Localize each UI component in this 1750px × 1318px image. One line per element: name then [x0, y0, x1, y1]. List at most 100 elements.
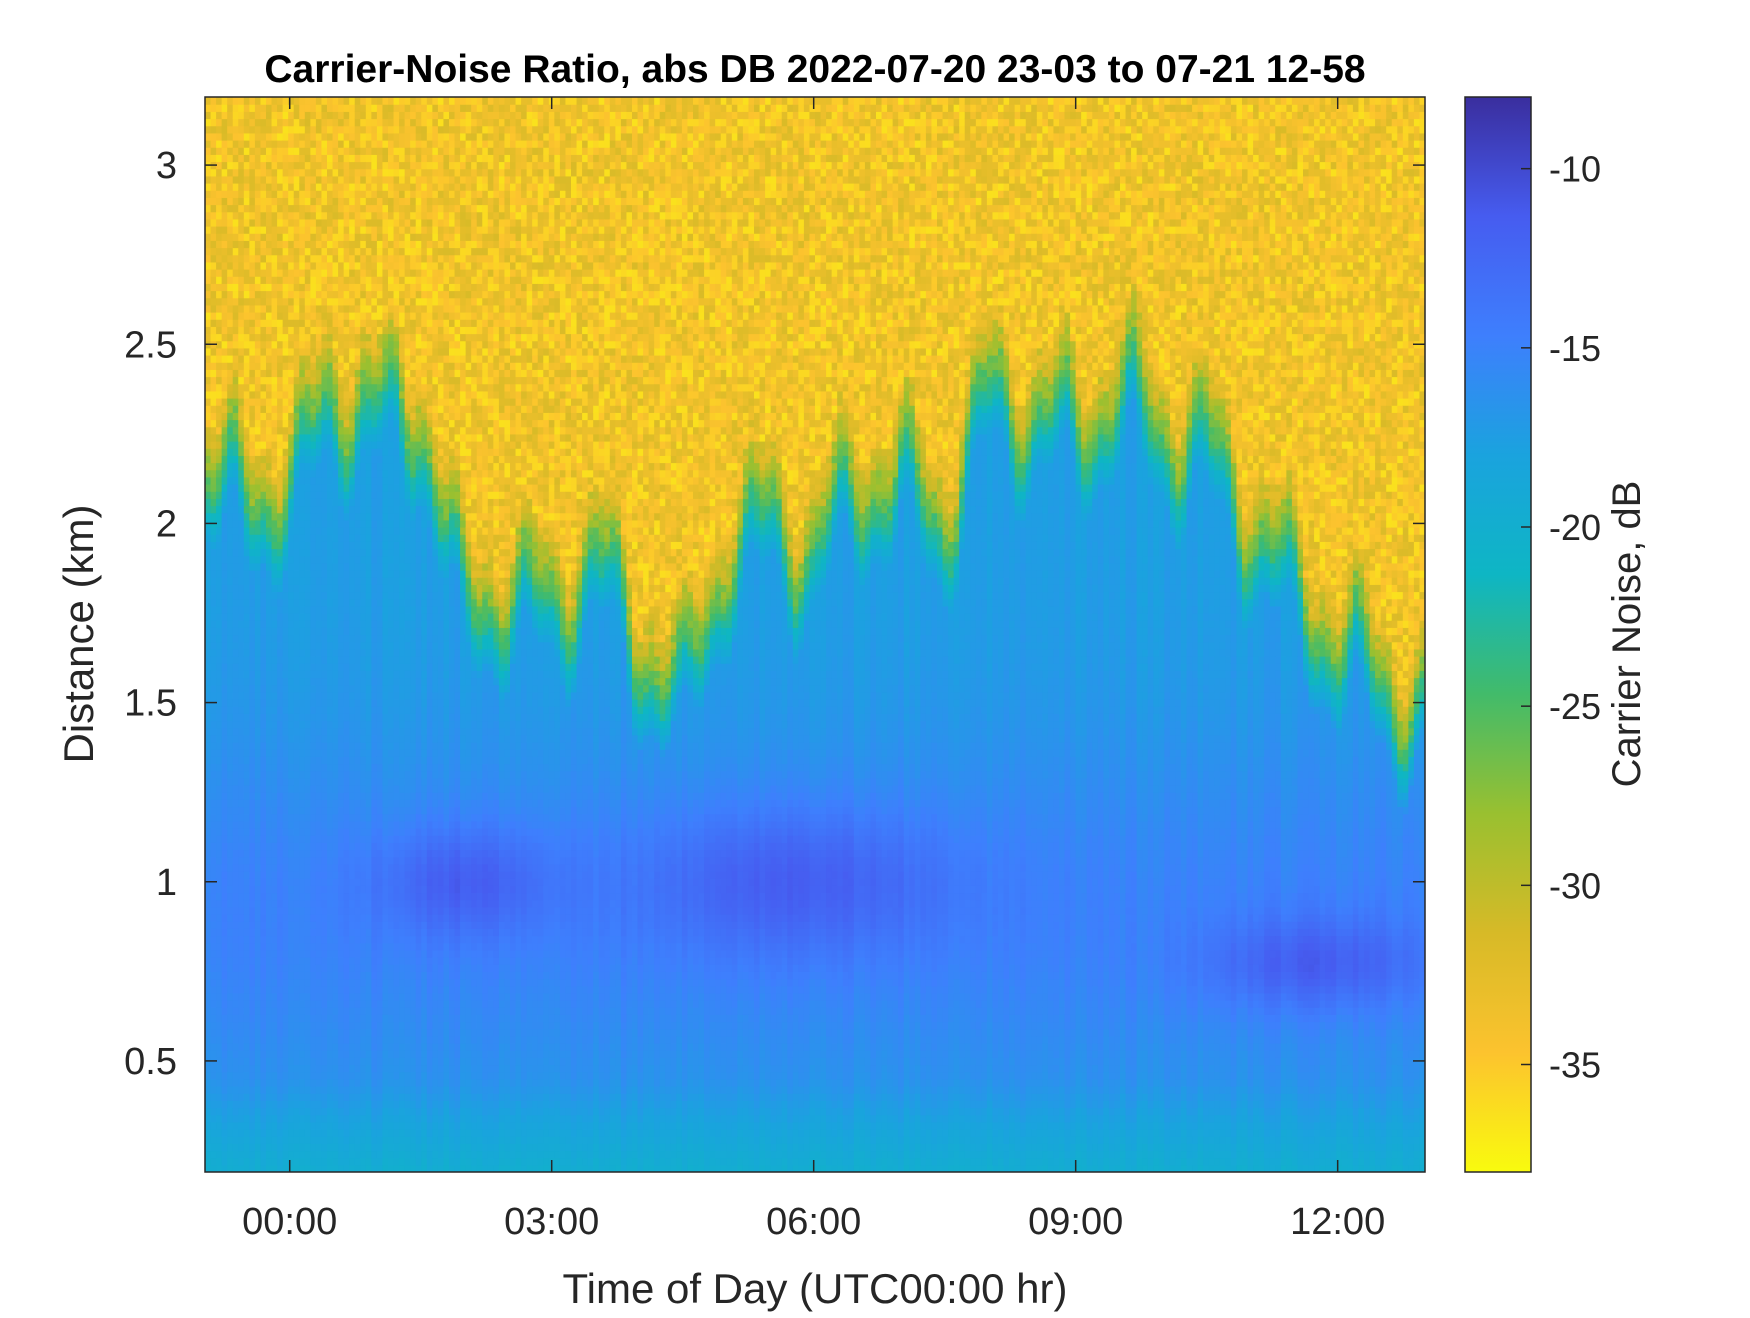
heatmap-cell [294, 656, 300, 664]
heatmap-cell [305, 670, 311, 678]
heatmap-cell [294, 706, 300, 714]
heatmap-cell [283, 1022, 289, 1030]
heatmap-cell [277, 520, 283, 528]
heatmap-cell [205, 169, 211, 177]
heatmap-cell [244, 326, 250, 334]
heatmap-cell [338, 613, 344, 621]
heatmap-cell [305, 936, 311, 944]
heatmap-cell [305, 305, 311, 313]
heatmap-cell [222, 369, 228, 377]
heatmap-cell [333, 1072, 339, 1080]
heatmap-cell [283, 319, 289, 327]
heatmap-cell [205, 635, 211, 643]
heatmap-cell [305, 140, 311, 148]
heatmap-cell [238, 1072, 244, 1080]
heatmap-cell [227, 1043, 233, 1051]
heatmap-cell [222, 513, 228, 521]
heatmap-cell [305, 448, 311, 456]
heatmap-cell [238, 771, 244, 779]
heatmap-cell [255, 864, 261, 872]
heatmap-cell [349, 97, 355, 105]
heatmap-cell [299, 119, 305, 127]
heatmap-cell [305, 785, 311, 793]
heatmap-cell [244, 205, 250, 213]
heatmap-cell [249, 627, 255, 635]
heatmap-cell [310, 119, 316, 127]
heatmap-cell [216, 914, 222, 922]
heatmap-cell [277, 1000, 283, 1008]
heatmap-cell [288, 154, 294, 162]
heatmap-cell [205, 642, 211, 650]
heatmap-cell [299, 964, 305, 972]
heatmap-cell [277, 563, 283, 571]
heatmap-cell [333, 319, 339, 327]
heatmap-cell [299, 649, 305, 657]
heatmap-cell [233, 233, 239, 241]
heatmap-cell [283, 434, 289, 442]
heatmap-cell [260, 599, 266, 607]
heatmap-cell [310, 871, 316, 879]
heatmap-cell [283, 104, 289, 112]
heatmap-cell [299, 1093, 305, 1101]
heatmap-cell [299, 642, 305, 650]
heatmap-cell [283, 914, 289, 922]
heatmap-cell [227, 420, 233, 428]
heatmap-cell [344, 205, 350, 213]
heatmap-cell [260, 964, 266, 972]
heatmap-cell [266, 549, 272, 557]
heatmap-cell [222, 1093, 228, 1101]
heatmap-cell [227, 756, 233, 764]
heatmap-cell [233, 957, 239, 965]
heatmap-cell [238, 1108, 244, 1116]
heatmap-cell [327, 205, 333, 213]
heatmap-cell [238, 434, 244, 442]
heatmap-cell [222, 556, 228, 564]
heatmap-cell [294, 950, 300, 958]
heatmap-cell [294, 291, 300, 299]
heatmap-cell [205, 663, 211, 671]
heatmap-cell [233, 1029, 239, 1037]
heatmap-cell [333, 1086, 339, 1094]
heatmap-cell [260, 957, 266, 965]
heatmap-cell [327, 348, 333, 356]
heatmap-cell [333, 556, 339, 564]
heatmap-cell [249, 592, 255, 600]
heatmap-cell [266, 584, 272, 592]
heatmap-cell [205, 140, 211, 148]
heatmap-cell [266, 663, 272, 671]
heatmap-cell [227, 642, 233, 650]
heatmap-cell [255, 907, 261, 915]
heatmap-cell [288, 713, 294, 721]
heatmap-cell [255, 584, 261, 592]
heatmap-cell [333, 1007, 339, 1015]
heatmap-cell [238, 842, 244, 850]
heatmap-cell [211, 821, 217, 829]
heatmap-cell [205, 248, 211, 256]
heatmap-cell [216, 620, 222, 628]
heatmap-cell [305, 821, 311, 829]
heatmap-cell [321, 842, 327, 850]
heatmap-cell [249, 771, 255, 779]
heatmap-cell [233, 556, 239, 564]
heatmap-cell [238, 1115, 244, 1123]
heatmap-cell [266, 527, 272, 535]
heatmap-cell [244, 864, 250, 872]
heatmap-cell [299, 1151, 305, 1159]
heatmap-cell [266, 1036, 272, 1044]
heatmap-cell [222, 706, 228, 714]
heatmap-cell [222, 936, 228, 944]
heatmap-cell [310, 319, 316, 327]
heatmap-cell [266, 133, 272, 141]
heatmap-cell [255, 900, 261, 908]
heatmap-cell [260, 1158, 266, 1166]
heatmap-cell [305, 742, 311, 750]
heatmap-cell [316, 1079, 322, 1087]
heatmap-cell [233, 477, 239, 485]
heatmap-cell [344, 1007, 350, 1015]
heatmap-cell [244, 484, 250, 492]
heatmap-cell [305, 1057, 311, 1065]
heatmap-cell [205, 807, 211, 815]
heatmap-cell [233, 190, 239, 198]
heatmap-cell [344, 441, 350, 449]
heatmap-cell [255, 312, 261, 320]
